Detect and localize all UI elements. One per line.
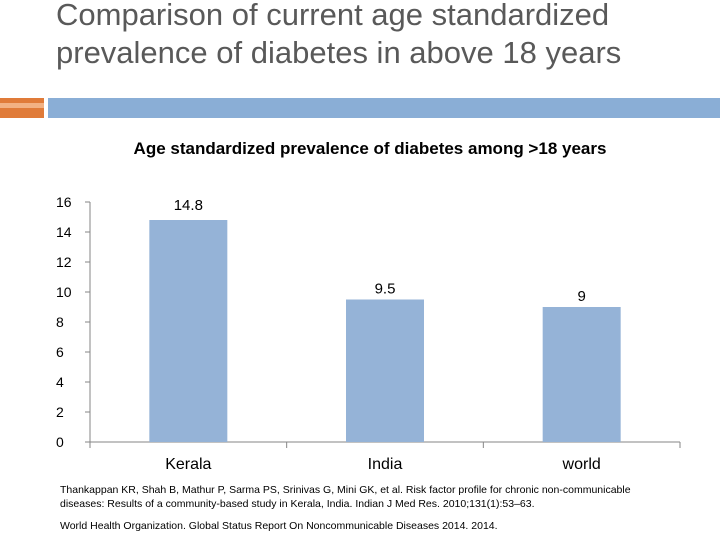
references: Thankappan KR, Shah B, Mathur P, Sarma P… (60, 484, 670, 534)
bar-chart: 0 2 4 6 8 10 12 14 16 14.8 Kerala 9.5 India 9 world (56, 194, 681, 473)
data-label-world: 9 (577, 288, 585, 305)
y-tick-label: 4 (56, 374, 64, 390)
y-tick-label: 14 (56, 224, 72, 240)
slide-title: Comparison of current age standardized p… (56, 0, 622, 70)
x-tick-label-kerala: Kerala (165, 456, 211, 473)
y-tick-label: 6 (56, 344, 64, 360)
x-tick-label-world: world (562, 456, 601, 473)
y-tick-label: 8 (56, 314, 64, 330)
x-tick-label-india: India (368, 456, 403, 473)
data-label-kerala: 14.8 (174, 197, 203, 214)
y-tick-label: 10 (56, 284, 72, 300)
y-tick-label: 12 (56, 254, 72, 270)
chart-title: Age standardized prevalence of diabetes … (133, 139, 607, 158)
y-tick-label: 2 (56, 404, 64, 420)
bar-world (542, 307, 621, 442)
bar-india (346, 299, 424, 442)
reference-1: Thankappan KR, Shah B, Mathur P, Sarma P… (60, 484, 631, 510)
y-tick-label: 16 (56, 194, 72, 210)
title-accent-blue (48, 98, 720, 118)
data-label-india: 9.5 (375, 281, 396, 298)
y-tick-label: 0 (56, 434, 64, 450)
reference-2: World Health Organization. Global Status… (60, 520, 498, 532)
bar-kerala (149, 220, 228, 442)
title-accent-orange-highlight (0, 103, 44, 108)
